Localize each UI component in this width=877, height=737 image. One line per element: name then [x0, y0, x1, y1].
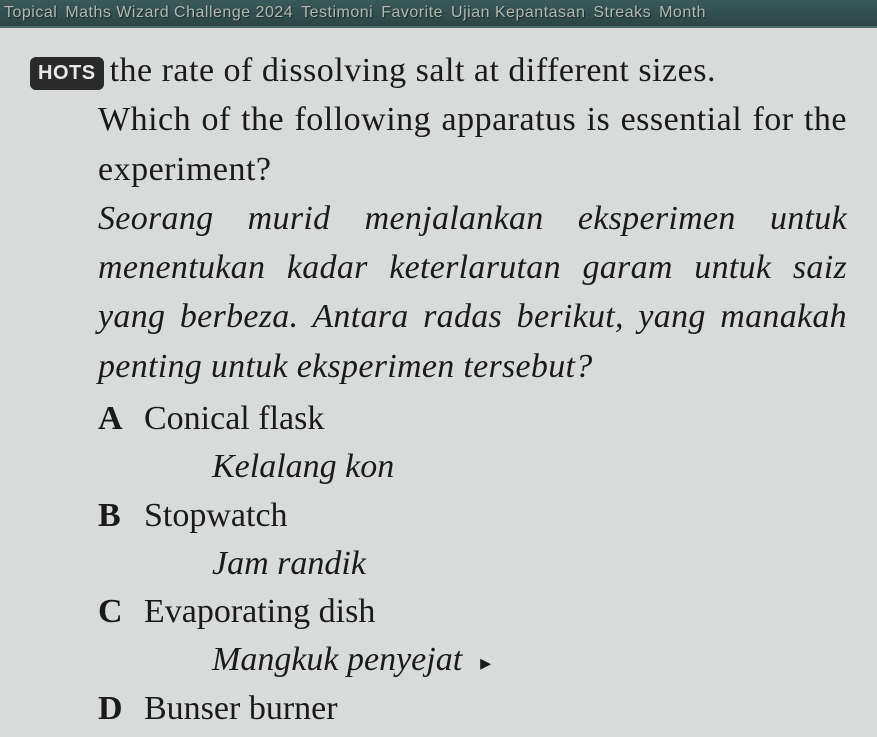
option-a-ms: Kelalang kon: [212, 443, 847, 491]
question-malay: Seorang murid menjalankan eksperimen unt…: [98, 194, 847, 391]
option-letter-c: C: [98, 588, 144, 636]
question-en-line1: the rate of dissolving salt at different…: [110, 52, 716, 89]
cursor-arrow-icon: ▸: [480, 647, 491, 678]
option-letter-a: A: [98, 395, 144, 443]
question-english: HOTSthe rate of dissolving salt at diffe…: [30, 46, 847, 95]
nav-item-month[interactable]: Month: [659, 4, 706, 22]
option-a[interactable]: A Conical flask: [98, 395, 847, 443]
nav-item-streaks[interactable]: Streaks: [593, 4, 651, 22]
nav-item-testimoni[interactable]: Testimoni: [301, 4, 373, 22]
nav-item-maths-wizard[interactable]: Maths Wizard Challenge 2024: [65, 4, 293, 22]
question-en-line2: Which of the following apparatus is esse…: [98, 95, 847, 194]
option-b-en: Stopwatch: [144, 492, 288, 540]
nav-item-topical[interactable]: Topical: [4, 4, 57, 22]
question-content: HOTSthe rate of dissolving salt at diffe…: [0, 28, 877, 733]
option-c-ms: Mangkuk penyejat▸: [212, 636, 847, 684]
options-list: A Conical flask Kelalang kon B Stopwatch…: [98, 395, 847, 733]
option-d-en: Bunser burner: [144, 685, 338, 733]
option-c[interactable]: C Evaporating dish: [98, 588, 847, 636]
option-a-en: Conical flask: [144, 395, 324, 443]
nav-item-favorite[interactable]: Favorite: [381, 4, 443, 22]
nav-item-ujian[interactable]: Ujian Kepantasan: [451, 4, 585, 22]
option-c-en: Evaporating dish: [144, 588, 375, 636]
option-b-ms: Jam randik: [212, 540, 847, 588]
option-letter-d: D: [98, 685, 144, 733]
nav-bar: Topical Maths Wizard Challenge 2024 Test…: [0, 0, 877, 28]
option-letter-b: B: [98, 492, 144, 540]
option-d[interactable]: D Bunser burner: [98, 685, 847, 733]
option-b[interactable]: B Stopwatch: [98, 492, 847, 540]
hots-badge: HOTS: [30, 57, 104, 90]
